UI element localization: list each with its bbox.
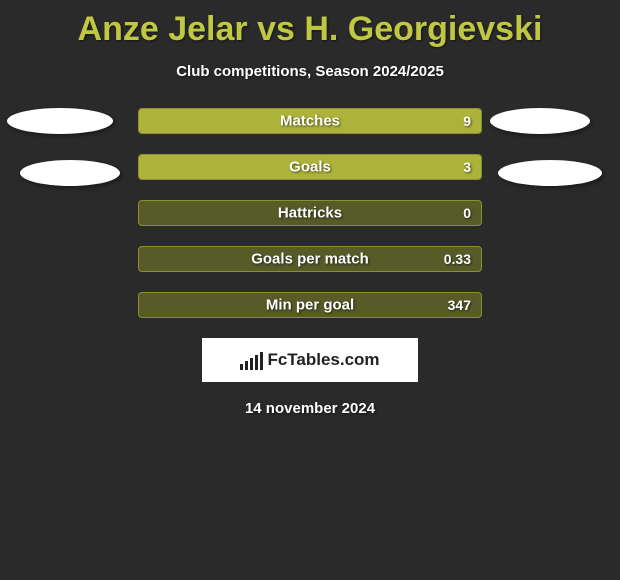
stat-label: Goals per match (251, 251, 369, 268)
logo-bar-segment (260, 352, 263, 370)
logo-bar-segment (240, 364, 243, 370)
logo-bar-segment (255, 355, 258, 370)
logo-bar-segment (245, 361, 248, 370)
logo-bar-segment (250, 358, 253, 370)
stat-value: 347 (448, 297, 471, 313)
stat-bar: Goals 3 (138, 154, 482, 180)
page-title: Anze Jelar vs H. Georgievski (0, 0, 620, 49)
logo-bars-icon (240, 350, 263, 370)
stat-label: Goals (289, 159, 331, 176)
stat-label: Hattricks (278, 205, 342, 222)
decorative-ellipse (20, 160, 120, 186)
decorative-ellipse (7, 108, 113, 134)
stat-value: 0.33 (444, 251, 471, 267)
date-text: 14 november 2024 (0, 400, 620, 417)
stat-value: 3 (463, 159, 471, 175)
stats-container: Matches 9 Goals 3 Hattricks 0 Goals per match 0… (0, 108, 620, 318)
stat-bar: Goals per match 0.33 (138, 246, 482, 272)
logo-box: FcTables.com (202, 338, 418, 382)
stat-value: 9 (463, 113, 471, 129)
logo-text: FcTables.com (267, 350, 379, 370)
stat-bar: Hattricks 0 (138, 200, 482, 226)
stat-label: Matches (280, 113, 340, 130)
stat-label: Min per goal (266, 297, 354, 314)
stat-value: 0 (463, 205, 471, 221)
stat-bar: Min per goal 347 (138, 292, 482, 318)
decorative-ellipse (498, 160, 602, 186)
subtitle: Club competitions, Season 2024/2025 (0, 63, 620, 80)
stat-bar: Matches 9 (138, 108, 482, 134)
decorative-ellipse (490, 108, 590, 134)
logo: FcTables.com (240, 350, 379, 370)
